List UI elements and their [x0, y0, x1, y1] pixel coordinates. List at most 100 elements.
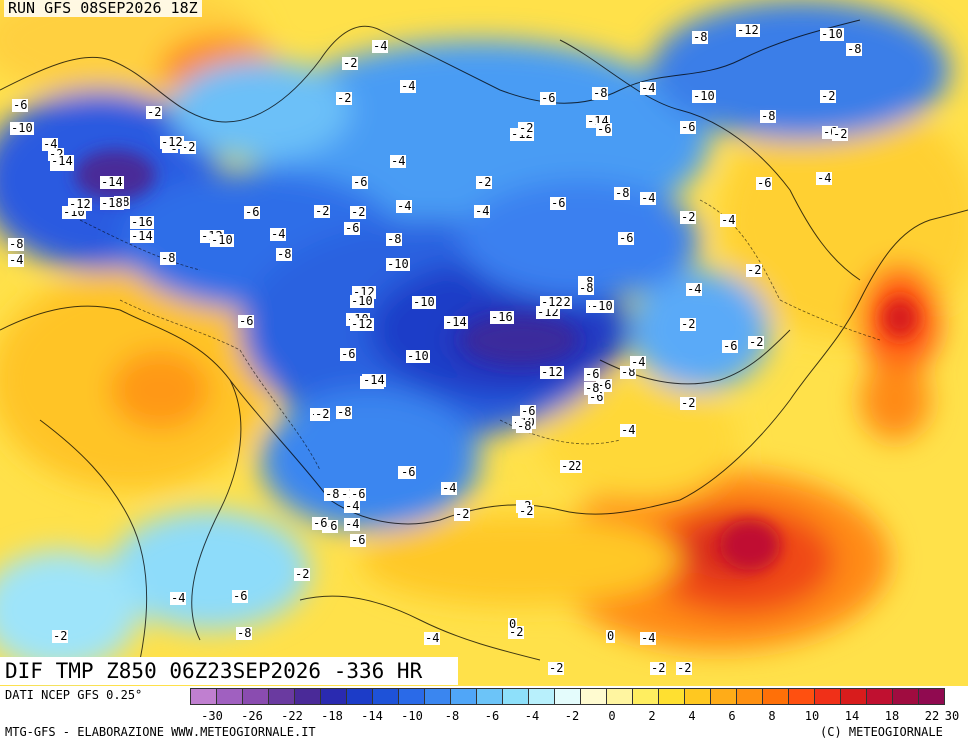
isotherm-value-label: -2	[314, 407, 331, 421]
isotherm-value-label: -2	[832, 127, 849, 141]
legend-tick-label: 0	[608, 709, 616, 723]
data-source-label: DATI NCEP GFS 0.25°	[5, 688, 143, 702]
isotherm-value-label: -14	[362, 373, 386, 387]
isotherm-value-label: -16	[130, 215, 154, 229]
isotherm-value-label: -8	[584, 381, 601, 395]
isotherm-value-label: -12	[350, 317, 374, 331]
isotherm-value-label: -12	[540, 365, 564, 379]
isotherm-value-label: -6	[232, 589, 249, 603]
legend-color-swatch	[528, 688, 555, 705]
isotherm-value-label: -6	[618, 231, 635, 245]
legend-color-swatch	[372, 688, 399, 705]
legend-color-swatch	[502, 688, 529, 705]
temperature-anomaly-map	[0, 0, 968, 686]
isotherm-value-label: -2	[680, 210, 697, 224]
legend-color-swatch	[580, 688, 607, 705]
isotherm-value-label: -2	[52, 629, 69, 643]
legend-color-swatch	[190, 688, 217, 705]
isotherm-value-label: -2	[350, 205, 367, 219]
isotherm-value-label: -6	[350, 487, 367, 501]
isotherm-value-label: -4	[424, 631, 441, 645]
isotherm-value-label: -8	[336, 405, 353, 419]
isotherm-value-label: -2	[820, 89, 837, 103]
isotherm-value-label: -10	[386, 257, 410, 271]
legend-color-swatch	[450, 688, 477, 705]
legend-color-swatch	[918, 688, 945, 705]
isotherm-value-label: -4	[42, 137, 59, 151]
legend-color-swatch	[762, 688, 789, 705]
isotherm-value-label: -12	[540, 295, 564, 309]
legend-color-swatch	[840, 688, 867, 705]
isotherm-value-label: -8	[8, 237, 25, 251]
isotherm-value-label: 0	[508, 617, 518, 631]
legend-color-swatch	[736, 688, 763, 705]
legend-tick-label: 30	[944, 709, 960, 723]
isotherm-value-label: -12	[68, 197, 92, 211]
isotherm-value-label: -14	[444, 315, 468, 329]
isotherm-value-label: -10	[10, 121, 34, 135]
isotherm-value-label: -2	[342, 56, 359, 70]
isotherm-value-label: -2	[314, 204, 331, 218]
legend-color-swatch	[242, 688, 269, 705]
map-title: DIF TMP Z850 06Z23SEP2026 -336 HR	[0, 657, 458, 685]
legend-tick-label: -6	[484, 709, 500, 723]
isotherm-value-label: -8	[614, 186, 631, 200]
isotherm-value-label: -14	[50, 154, 74, 168]
country-borders	[79, 199, 881, 471]
anomaly-cores	[75, 150, 918, 570]
isotherm-value-label: -8	[692, 30, 709, 44]
isotherm-value-label: -10	[590, 299, 614, 313]
isotherm-value-label: -4	[640, 81, 657, 95]
isotherm-value-label: -2	[676, 661, 693, 675]
isotherm-value-label: -4	[8, 253, 25, 267]
isotherm-value-label: -6	[722, 339, 739, 353]
isotherm-value-label: -8	[276, 247, 293, 261]
legend-tick-label: 2	[648, 709, 656, 723]
isotherm-value-label: -2	[518, 121, 535, 135]
isotherm-value-label: -8	[592, 86, 609, 100]
isotherm-value-label: -4	[170, 591, 187, 605]
isotherm-value-label: -4	[270, 227, 287, 241]
isotherm-value-label: -4	[640, 631, 657, 645]
run-title: RUN GFS 08SEP2026 18Z	[4, 0, 202, 17]
legend-tick-label: -10	[401, 709, 423, 723]
legend-tick-label: -8	[444, 709, 460, 723]
legend-tick-label: -2	[564, 709, 580, 723]
isotherm-value-label: -2	[180, 140, 197, 154]
isotherm-value-label: -6	[550, 196, 567, 210]
isotherm-value-label: -8	[846, 42, 863, 56]
isotherm-value-label: -14	[100, 175, 124, 189]
isotherm-value-label: -2	[294, 567, 311, 581]
legend-color-swatch	[554, 688, 581, 705]
isotherm-value-label: -8	[516, 419, 533, 433]
isotherm-value-label: -10	[412, 295, 436, 309]
credit-left: MTG-GFS - ELABORAZIONE WWW.METEOGIORNALE…	[5, 725, 316, 739]
legend-color-swatch	[424, 688, 451, 705]
legend-tick-label: 14	[844, 709, 860, 723]
isotherm-value-label: -4	[344, 499, 361, 513]
isotherm-value-label: -4	[640, 191, 657, 205]
isotherm-value-label: -2	[518, 504, 535, 518]
isotherm-value-label: -2	[146, 105, 163, 119]
legend-color-swatch	[866, 688, 893, 705]
isotherm-value-label: -6	[400, 465, 417, 479]
isotherm-value-label: -8	[760, 109, 777, 123]
isotherm-value-label: -6	[520, 404, 537, 418]
legend-color-swatch	[398, 688, 425, 705]
isotherm-value-label: -4	[390, 154, 407, 168]
isotherm-value-label: 0	[606, 629, 616, 643]
legend-color-swatch	[268, 688, 295, 705]
isotherm-value-label: -2	[336, 91, 353, 105]
legend-color-swatch	[684, 688, 711, 705]
isotherm-value-label: -4	[686, 282, 703, 296]
isotherm-value-label: -6	[352, 175, 369, 189]
isotherm-value-label: -6	[340, 347, 357, 361]
isotherm-value-label: -4	[720, 213, 737, 227]
legend-tick-label: -18	[321, 709, 343, 723]
legend-color-swatch	[476, 688, 503, 705]
legend-tick-label: 22	[924, 709, 940, 723]
legend-tick-label: -14	[361, 709, 383, 723]
legend-tick-label: 18	[884, 709, 900, 723]
isotherm-value-label: -12	[736, 23, 760, 37]
